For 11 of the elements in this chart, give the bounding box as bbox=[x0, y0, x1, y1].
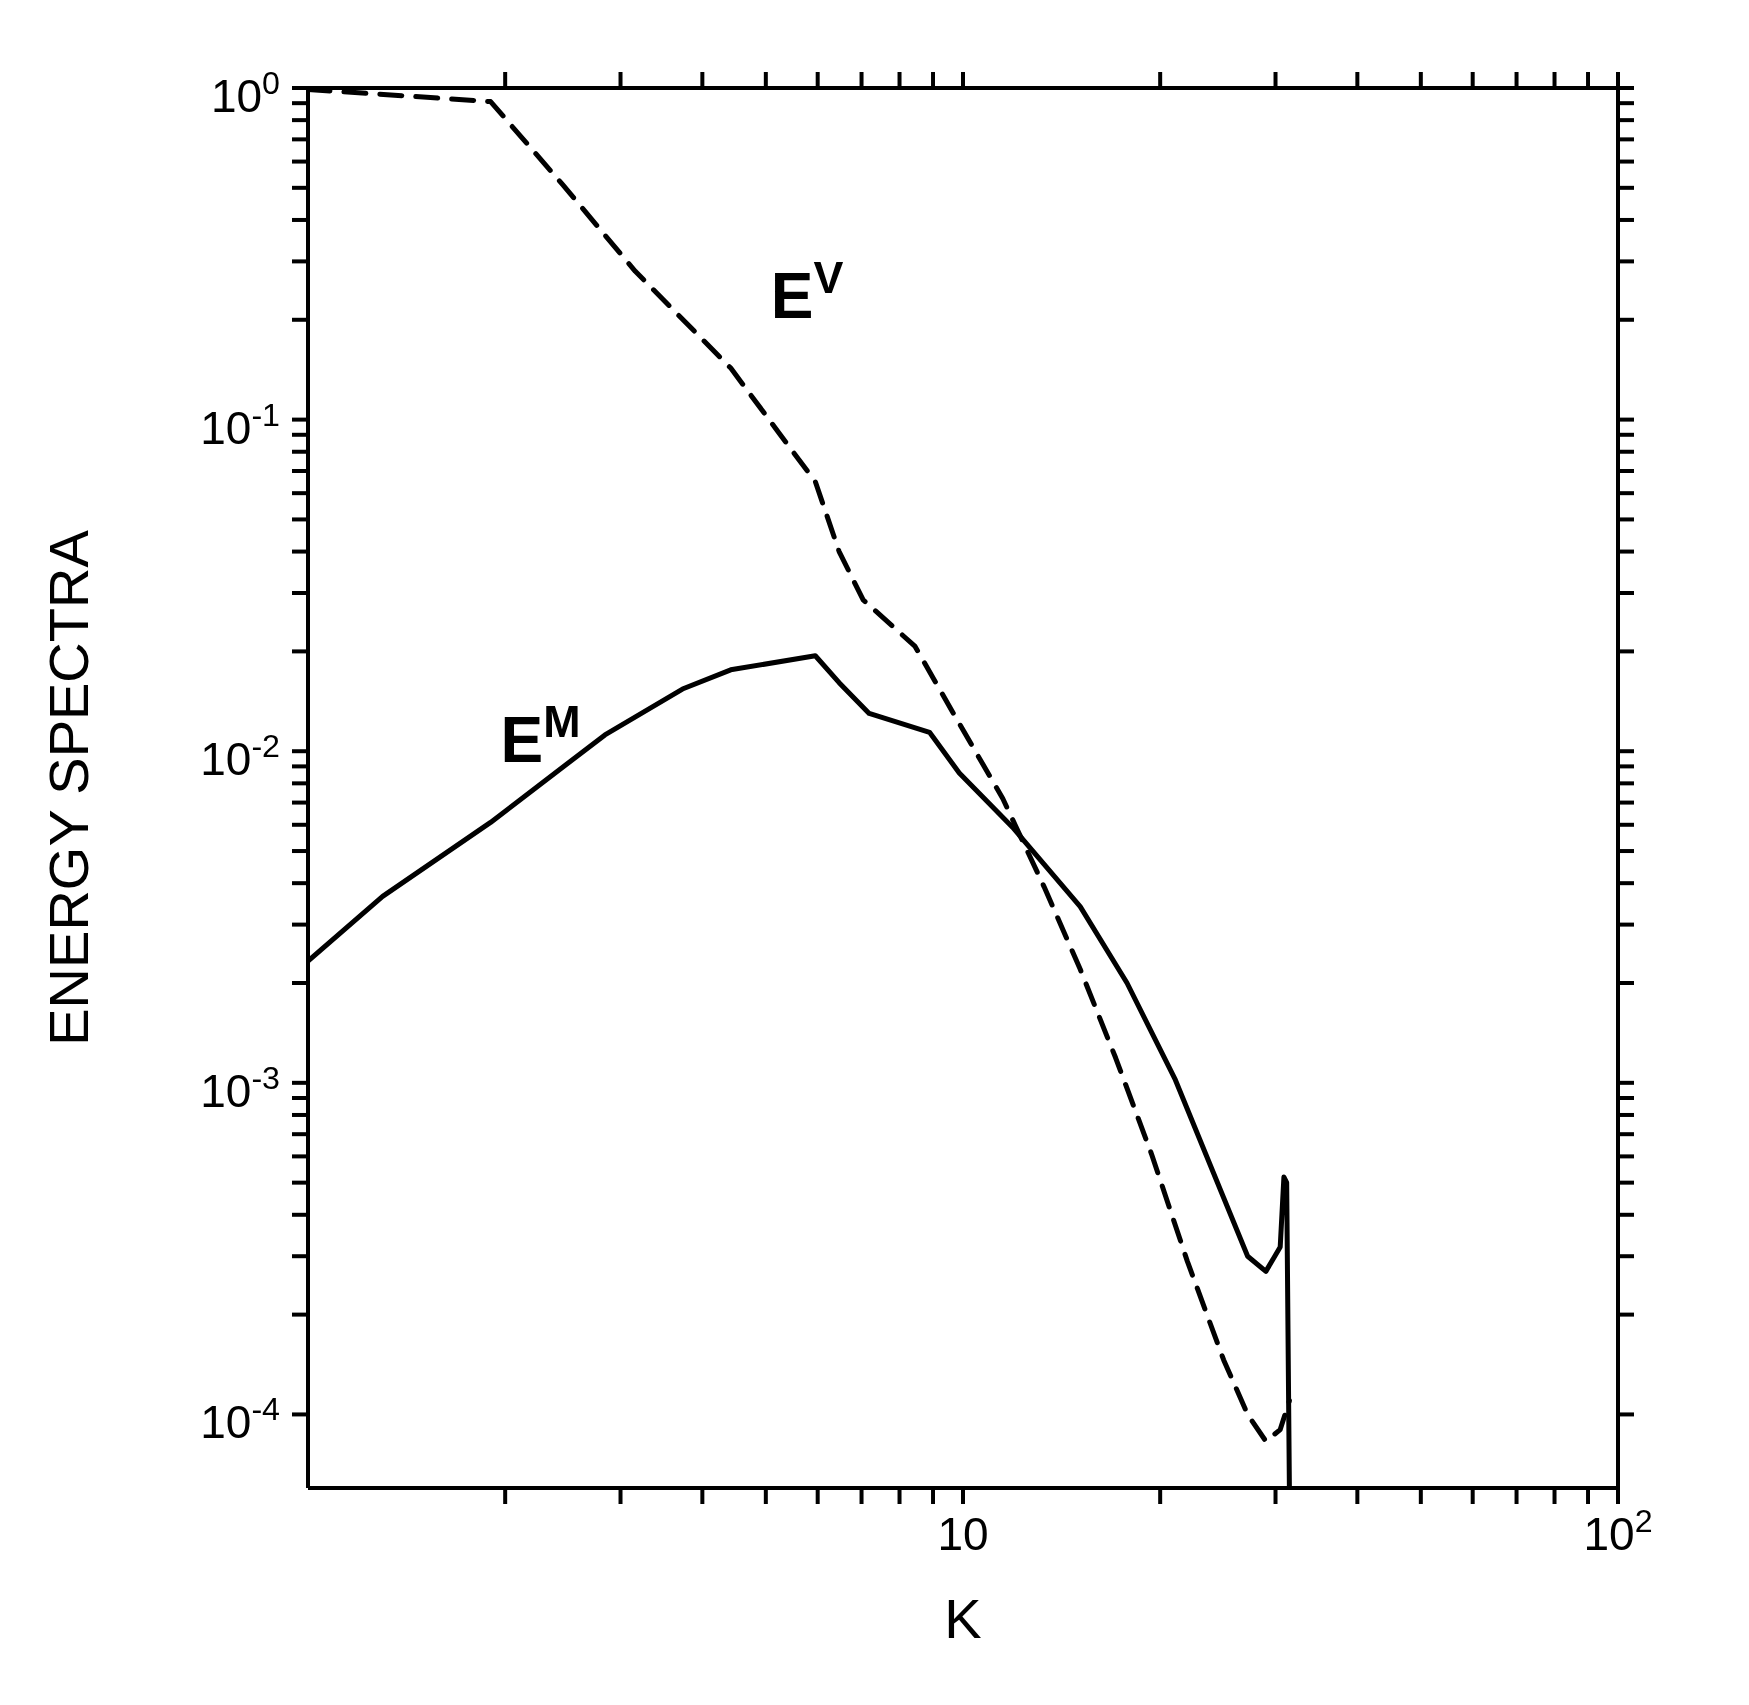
y-axis-title: ENERGY SPECTRA bbox=[36, 529, 100, 1046]
series-label: E$^{M}$ bbox=[500, 696, 581, 777]
x-tick-label: 10 bbox=[937, 1508, 989, 1560]
y-tick-label: 10$^{-1}$ bbox=[200, 396, 280, 454]
series-label: E$^{V}$ bbox=[770, 252, 844, 333]
x-tick-label: 10$^{2}$ bbox=[1583, 1503, 1653, 1560]
y-tick-label: 10$^{-2}$ bbox=[200, 728, 280, 786]
y-tick-label: 10$^{0}$ bbox=[210, 65, 280, 122]
x-axis-title: K bbox=[944, 1587, 982, 1650]
y-tick-label: 10$^{-3}$ bbox=[200, 1059, 280, 1117]
y-tick-label: 10$^{-4}$ bbox=[200, 1391, 280, 1449]
